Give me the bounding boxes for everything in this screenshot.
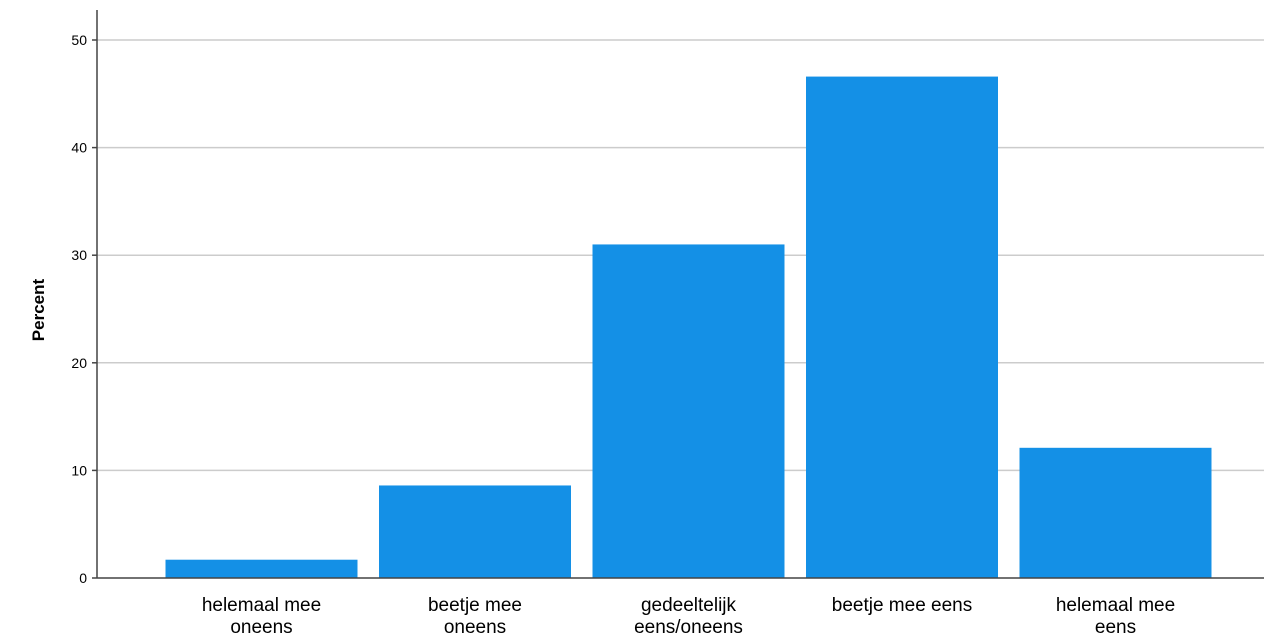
y-tick-label: 0 [79,570,87,586]
category-label: beetje mee eens [832,595,973,616]
bar [165,559,358,578]
bars [165,76,1212,579]
y-tick-label: 10 [71,462,87,478]
y-tick-labels: 0 10 20 30 40 50 [71,32,97,586]
axes [96,10,1264,579]
y-axis-title: Percent [29,278,48,341]
y-tick-label: 20 [71,355,87,371]
category-label: gedeeltelijk eens/oneens [634,595,743,638]
category-label: helemaal mee eens [1056,595,1175,638]
bar [379,485,571,578]
bar [1019,447,1212,578]
y-tick-label: 50 [71,32,87,48]
category-labels: helemaal mee oneens beetje mee oneens gedeel… [202,595,1175,638]
bar [592,244,785,578]
y-tick-label: 30 [71,247,87,263]
category-label: beetje mee oneens [428,595,522,638]
category-label: helemaal mee oneens [202,595,321,638]
bar [806,76,998,579]
y-tick-label: 40 [71,140,87,156]
